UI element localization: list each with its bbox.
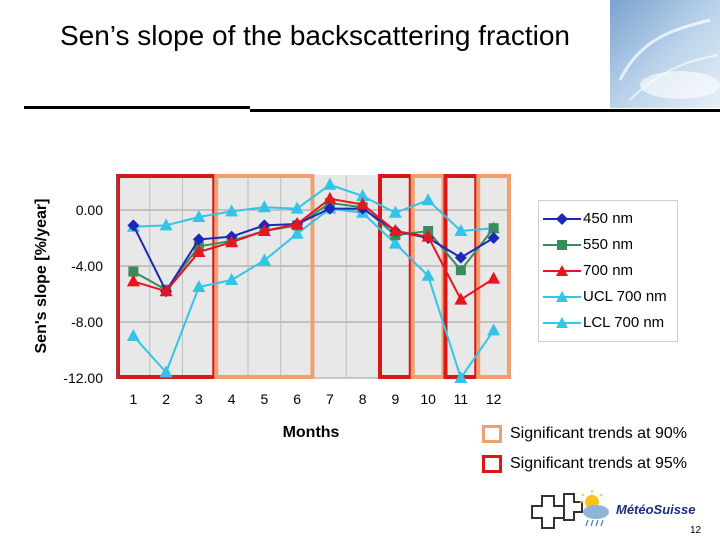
legend-item-ucl-700nm: UCL 700 nm: [539, 284, 677, 310]
data-point-ucl-700-nm: [421, 193, 435, 206]
data-point-700-nm: [487, 271, 501, 284]
legend-item-lcl-700nm: LCL 700 nm: [539, 310, 677, 336]
slide-title: Sen’s slope of the backscattering fracti…: [59, 20, 570, 51]
data-point-ucl-700-nm: [323, 177, 337, 190]
significance-swatch-95: [482, 455, 502, 473]
x-tick-label: 5: [260, 391, 268, 407]
legend-label: UCL 700 nm: [583, 288, 667, 305]
data-point-lcl-700-nm: [454, 371, 468, 383]
data-point-ucl-700-nm: [192, 210, 206, 222]
meteosuisse-logo: MétéoSuisse: [528, 488, 708, 532]
data-point-ucl-700-nm: [388, 205, 402, 218]
data-point-700-nm: [356, 197, 370, 210]
x-tick-label: 4: [228, 391, 236, 407]
data-point-550-nm: [455, 265, 466, 276]
x-tick-label: 11: [454, 391, 469, 407]
data-point-ucl-700-nm: [159, 218, 173, 231]
data-point-lcl-700-nm: [290, 226, 304, 239]
data-point-lcl-700-nm: [388, 236, 402, 249]
data-point-ucl-700-nm: [454, 224, 468, 236]
y-tick-label: -8.00: [71, 314, 103, 330]
data-point-700-nm: [290, 217, 304, 229]
data-point-550-nm: [128, 266, 139, 277]
y-tick-label: -12.00: [63, 370, 103, 386]
page-number: 12: [690, 525, 702, 536]
x-tick-label: 10: [420, 391, 436, 407]
legend-item-700nm: 700 nm: [539, 258, 677, 284]
x-tick-label: 2: [162, 391, 170, 407]
legend-swatch-700nm: [543, 265, 581, 276]
x-tick-label: 12: [486, 391, 502, 407]
significance-box-90: [476, 174, 511, 379]
data-point-450-nm: [454, 251, 467, 264]
data-point-450-nm: [192, 233, 205, 246]
significance-label-90: Significant trends at 90%: [510, 425, 687, 442]
data-point-700-nm: [159, 284, 173, 297]
legend-swatch-550nm: [543, 240, 581, 250]
logo-text: MétéoSuisse: [616, 502, 696, 517]
y-tick-label: 0.00: [76, 202, 103, 218]
data-point-ucl-700-nm: [257, 200, 271, 213]
legend-swatch-lcl-700nm: [543, 317, 581, 328]
series-line-lcl-700-nm: [132, 207, 495, 381]
x-tick-label: 1: [129, 391, 137, 407]
data-point-ucl-700-nm: [356, 189, 370, 201]
data-point-lcl-700-nm: [421, 268, 435, 281]
legend-swatch-ucl-700nm: [543, 291, 581, 302]
x-tick-label: 3: [195, 391, 203, 407]
legend-label: LCL 700 nm: [583, 314, 665, 331]
data-point-700-nm: [192, 245, 206, 257]
x-tick-label: 8: [359, 391, 367, 407]
x-tick-label: 9: [391, 391, 399, 407]
data-point-lcl-700-nm: [487, 323, 501, 336]
y-axis-title: Sen's slope [%/year]: [33, 199, 50, 354]
sky-corner-image: [610, 0, 720, 108]
data-point-ucl-700-nm: [225, 204, 239, 217]
data-point-700-nm: [225, 235, 239, 248]
data-point-700-nm: [257, 224, 271, 236]
series-line-700-nm: [133, 197, 495, 302]
chart-legend: 450 nm 550 nm 700 nm UCL 700 nm LCL 700 …: [538, 200, 678, 342]
legend-label: 450 nm: [583, 210, 634, 227]
data-point-lcl-700-nm: [126, 329, 140, 341]
data-point-700-nm: [126, 274, 140, 287]
significance-swatch-90: [482, 425, 502, 443]
data-point-lcl-700-nm: [225, 273, 239, 285]
x-tick-label: 7: [326, 391, 334, 407]
data-point-700-nm: [454, 292, 468, 305]
data-point-700-nm: [388, 224, 402, 236]
swiss-cross-sun-icon: [531, 490, 609, 529]
x-axis-title: Months: [283, 424, 340, 441]
series-line-ucl-700-nm: [133, 183, 494, 233]
data-point-550-nm: [488, 223, 499, 234]
significance-label-95: Significant trends at 95%: [510, 455, 687, 472]
legend-swatch-450nm: [543, 213, 581, 225]
legend-item-550nm: 550 nm: [539, 232, 677, 258]
data-point-lcl-700-nm: [159, 365, 173, 378]
legend-label: 550 nm: [583, 236, 634, 253]
title-underline-right: [250, 109, 720, 112]
data-point-lcl-700-nm: [257, 253, 271, 266]
data-point-450-nm: [323, 202, 336, 215]
data-point-450-nm: [127, 219, 140, 232]
data-point-450-nm: [487, 232, 500, 244]
x-tick-label: 6: [293, 391, 301, 407]
significance-box-90: [214, 174, 315, 379]
legend-label: 700 nm: [583, 262, 634, 279]
title-underline-left: [24, 106, 250, 109]
data-point-700-nm: [421, 229, 435, 242]
data-point-700-nm: [323, 191, 337, 204]
data-point-ucl-700-nm: [290, 201, 304, 214]
y-tick-label: -4.00: [71, 258, 103, 274]
data-point-lcl-700-nm: [192, 280, 206, 292]
legend-item-450nm: 450 nm: [539, 206, 677, 232]
